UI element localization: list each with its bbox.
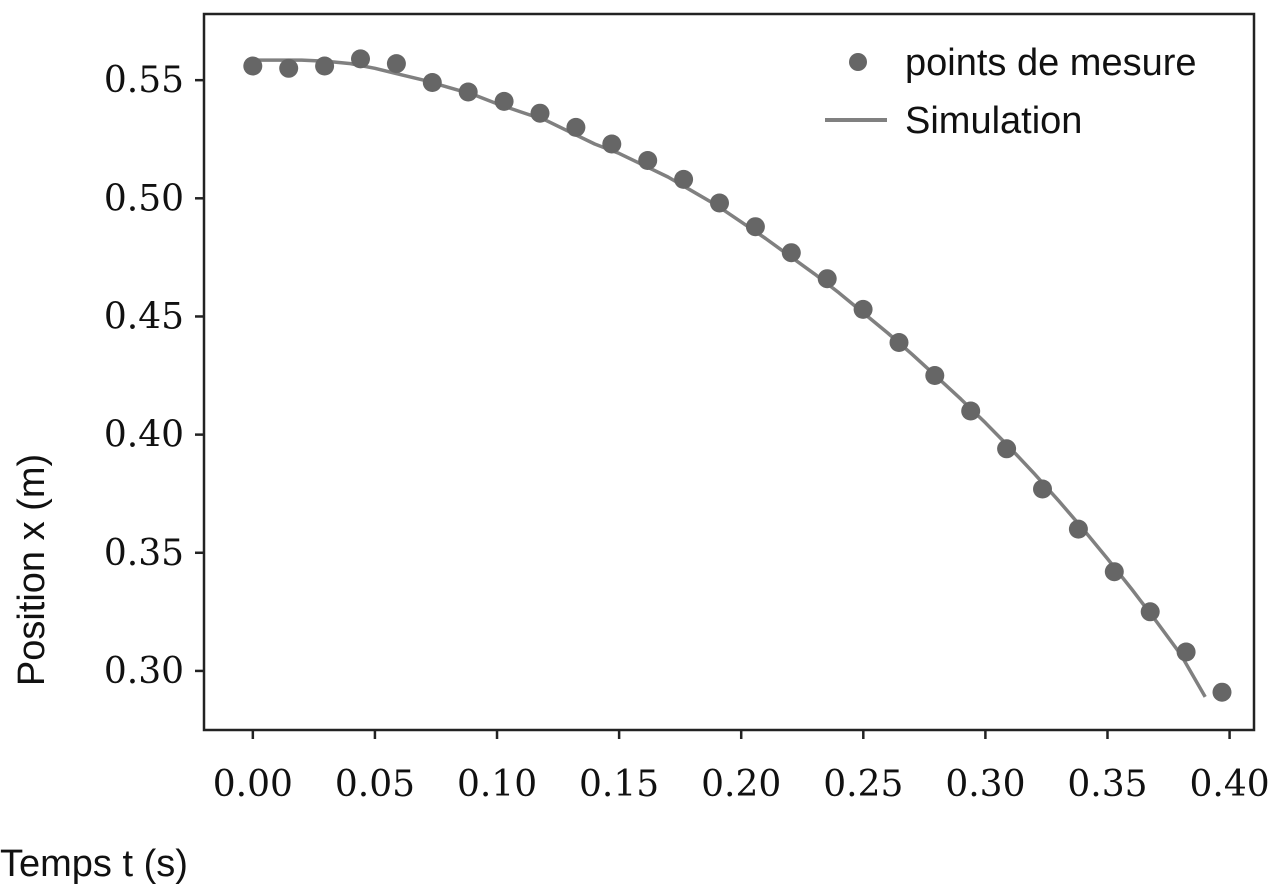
x-tick-label: 0.35: [1067, 764, 1147, 805]
y-tick-label: 0.55: [104, 60, 184, 101]
y-axis-title: Position x (m): [11, 454, 53, 686]
measurement-point: [925, 366, 945, 385]
measurement-point: [422, 73, 442, 92]
x-tick-label: 0.05: [335, 764, 415, 805]
measurement-point: [602, 134, 622, 154]
measurement-point: [997, 439, 1017, 459]
x-tick-label: 0.00: [213, 764, 293, 805]
simulation-line: [252, 58, 1207, 698]
y-tick-label: 0.35: [104, 533, 184, 574]
measurement-point: [1033, 479, 1052, 499]
x-tick-label: 0.10: [457, 764, 537, 805]
measurement-point: [1176, 642, 1196, 662]
x-tick-label: 0.40: [1190, 764, 1270, 805]
x-axis-title: Temps t (s): [0, 843, 188, 885]
series-layer: [243, 49, 1232, 702]
measurement-point: [1212, 682, 1232, 702]
measurement-point: [853, 299, 873, 319]
measurement-point: [566, 117, 586, 137]
measurement-point: [243, 56, 263, 76]
measurement-point: [1068, 519, 1088, 539]
measurement-point: [674, 169, 694, 189]
measurement-point: [710, 193, 729, 213]
x-axis-ticks: 0.00 0.05 0.10 0.15 0.20 0.25 0.30 0.35 0.40: [213, 730, 1270, 805]
y-tick-label: 0.40: [104, 415, 184, 456]
measurement-point: [494, 91, 514, 111]
measurement-point: [781, 243, 801, 263]
x-tick-label: 0.30: [945, 764, 1025, 805]
measurement-point: [279, 58, 299, 78]
measurement-point: [458, 82, 478, 102]
measurement-point: [817, 269, 837, 289]
x-tick-label: 0.25: [823, 764, 903, 805]
legend: points de mesure Simulation: [825, 42, 1197, 142]
measurement-point: [1140, 602, 1160, 622]
measurement-point: [351, 49, 370, 69]
measurement-point: [315, 56, 335, 76]
y-axis-ticks: 0.30 0.35 0.40 0.45 0.50 0.55: [104, 60, 204, 692]
legend-simulation-label: Simulation: [905, 100, 1082, 142]
legend-points-marker: [849, 53, 867, 71]
y-tick-label: 0.30: [104, 651, 184, 692]
measurement-point: [889, 333, 909, 352]
measurement-point: [638, 151, 658, 170]
measurement-point: [1104, 562, 1124, 582]
x-tick-label: 0.15: [579, 764, 659, 805]
measurement-point: [961, 401, 981, 421]
plot-frame: [202, 12, 1256, 732]
y-tick-label: 0.50: [104, 178, 184, 219]
x-tick-label: 0.20: [701, 764, 781, 805]
y-tick-label: 0.45: [104, 296, 184, 337]
measurement-point: [745, 217, 765, 237]
legend-points-label: points de mesure: [905, 42, 1197, 84]
measurement-point: [530, 103, 550, 123]
measurement-point: [386, 54, 406, 74]
